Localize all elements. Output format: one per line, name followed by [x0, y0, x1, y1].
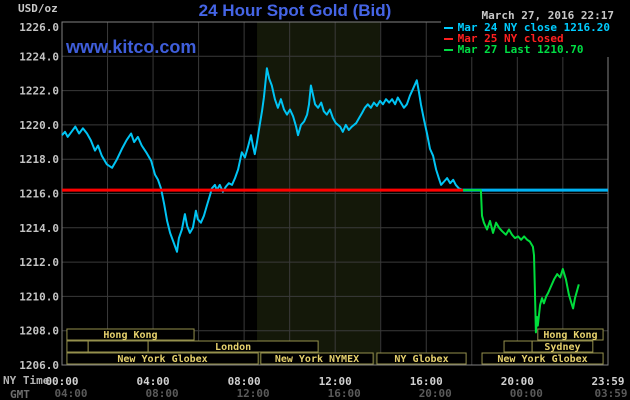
session-label: NY Globex	[394, 354, 448, 365]
session-box	[87, 340, 149, 353]
price-line-mar24	[61, 67, 464, 253]
legend-item-mar27: Mar 27 Last 1210.70	[443, 43, 610, 56]
y-tick-label: 1222.0	[19, 85, 59, 98]
session-label: London	[215, 342, 251, 353]
session-label: Hong Kong	[543, 330, 597, 341]
legend-label: Mar 24 NY close 1216.20	[457, 21, 610, 34]
chart-title: 24 Hour Spot Gold (Bid)	[198, 1, 392, 20]
legend-dash-icon	[443, 26, 453, 29]
x-tick-label-gmt: 03:59	[594, 387, 627, 400]
y-tick-label: 1220.0	[19, 119, 59, 132]
legend-dash-icon	[443, 48, 453, 51]
legend: Mar 24 NY close 1216.20 Mar 25 NY closed…	[440, 21, 613, 57]
x-axis-ny-time-label: NY Time	[3, 374, 50, 387]
legend-dash-icon	[443, 37, 453, 40]
x-tick-label-ny: 16:00	[410, 375, 443, 388]
x-tick-label-ny: 08:00	[228, 375, 261, 388]
legend-item-mar25: Mar 25 NY closed	[443, 32, 610, 45]
session-label: New York Globex	[497, 354, 587, 365]
session-box	[376, 352, 467, 365]
y-tick-label: 1214.0	[19, 222, 59, 235]
session-label: Sydney	[544, 342, 580, 353]
legend-label: Mar 25 NY closed	[457, 32, 564, 45]
price-line-mar27	[463, 189, 580, 334]
x-axis-gmt-label: GMT	[10, 388, 30, 400]
datetime-label: March 27, 2016 22:17	[481, 9, 614, 22]
y-tick-label: 1226.0	[19, 21, 59, 34]
x-tick-label-ny: 12:00	[319, 375, 352, 388]
x-tick-label-gmt: 20:00	[419, 387, 452, 400]
y-tick-label: 1212.0	[19, 256, 59, 269]
session-box	[66, 328, 195, 341]
x-tick-label-gmt: 16:00	[328, 387, 361, 400]
session-label: New York Globex	[117, 354, 207, 365]
x-tick-label-ny: 00:00	[45, 375, 78, 388]
session-box	[537, 328, 604, 341]
session-box	[66, 352, 259, 365]
session-box	[260, 352, 374, 365]
y-tick-label: 1210.0	[19, 290, 59, 303]
y-tick-label: 1206.0	[19, 359, 59, 372]
x-tick-label-ny: 04:00	[137, 375, 170, 388]
y-tick-label: 1208.0	[19, 325, 59, 338]
x-tick-label-gmt: 12:00	[237, 387, 270, 400]
session-box	[503, 340, 533, 353]
y-axis-units-label: USD/oz	[18, 2, 58, 15]
session-box	[66, 340, 89, 353]
y-tick-label: 1218.0	[19, 153, 59, 166]
y-tick-label: 1216.0	[19, 188, 59, 201]
x-tick-label-gmt: 00:00	[510, 387, 543, 400]
session-label: New York NYMEX	[275, 354, 359, 365]
x-tick-label-ny: 20:00	[501, 375, 534, 388]
x-tick-label-gmt: 04:00	[54, 387, 87, 400]
session-label: Hong Kong	[103, 330, 157, 341]
session-box	[147, 340, 319, 353]
session-box	[531, 340, 594, 353]
y-tick-label: 1224.0	[19, 50, 59, 63]
session-box	[481, 352, 604, 365]
legend-label: Mar 27 Last 1210.70	[457, 43, 584, 56]
plot-border	[61, 21, 609, 366]
x-tick-label-ny: 23:59	[591, 375, 624, 388]
legend-item-mar24: Mar 24 NY close 1216.20	[443, 21, 610, 34]
kitco-logo-link[interactable]: www.kitco.com	[66, 37, 197, 57]
x-tick-label-gmt: 08:00	[146, 387, 179, 400]
